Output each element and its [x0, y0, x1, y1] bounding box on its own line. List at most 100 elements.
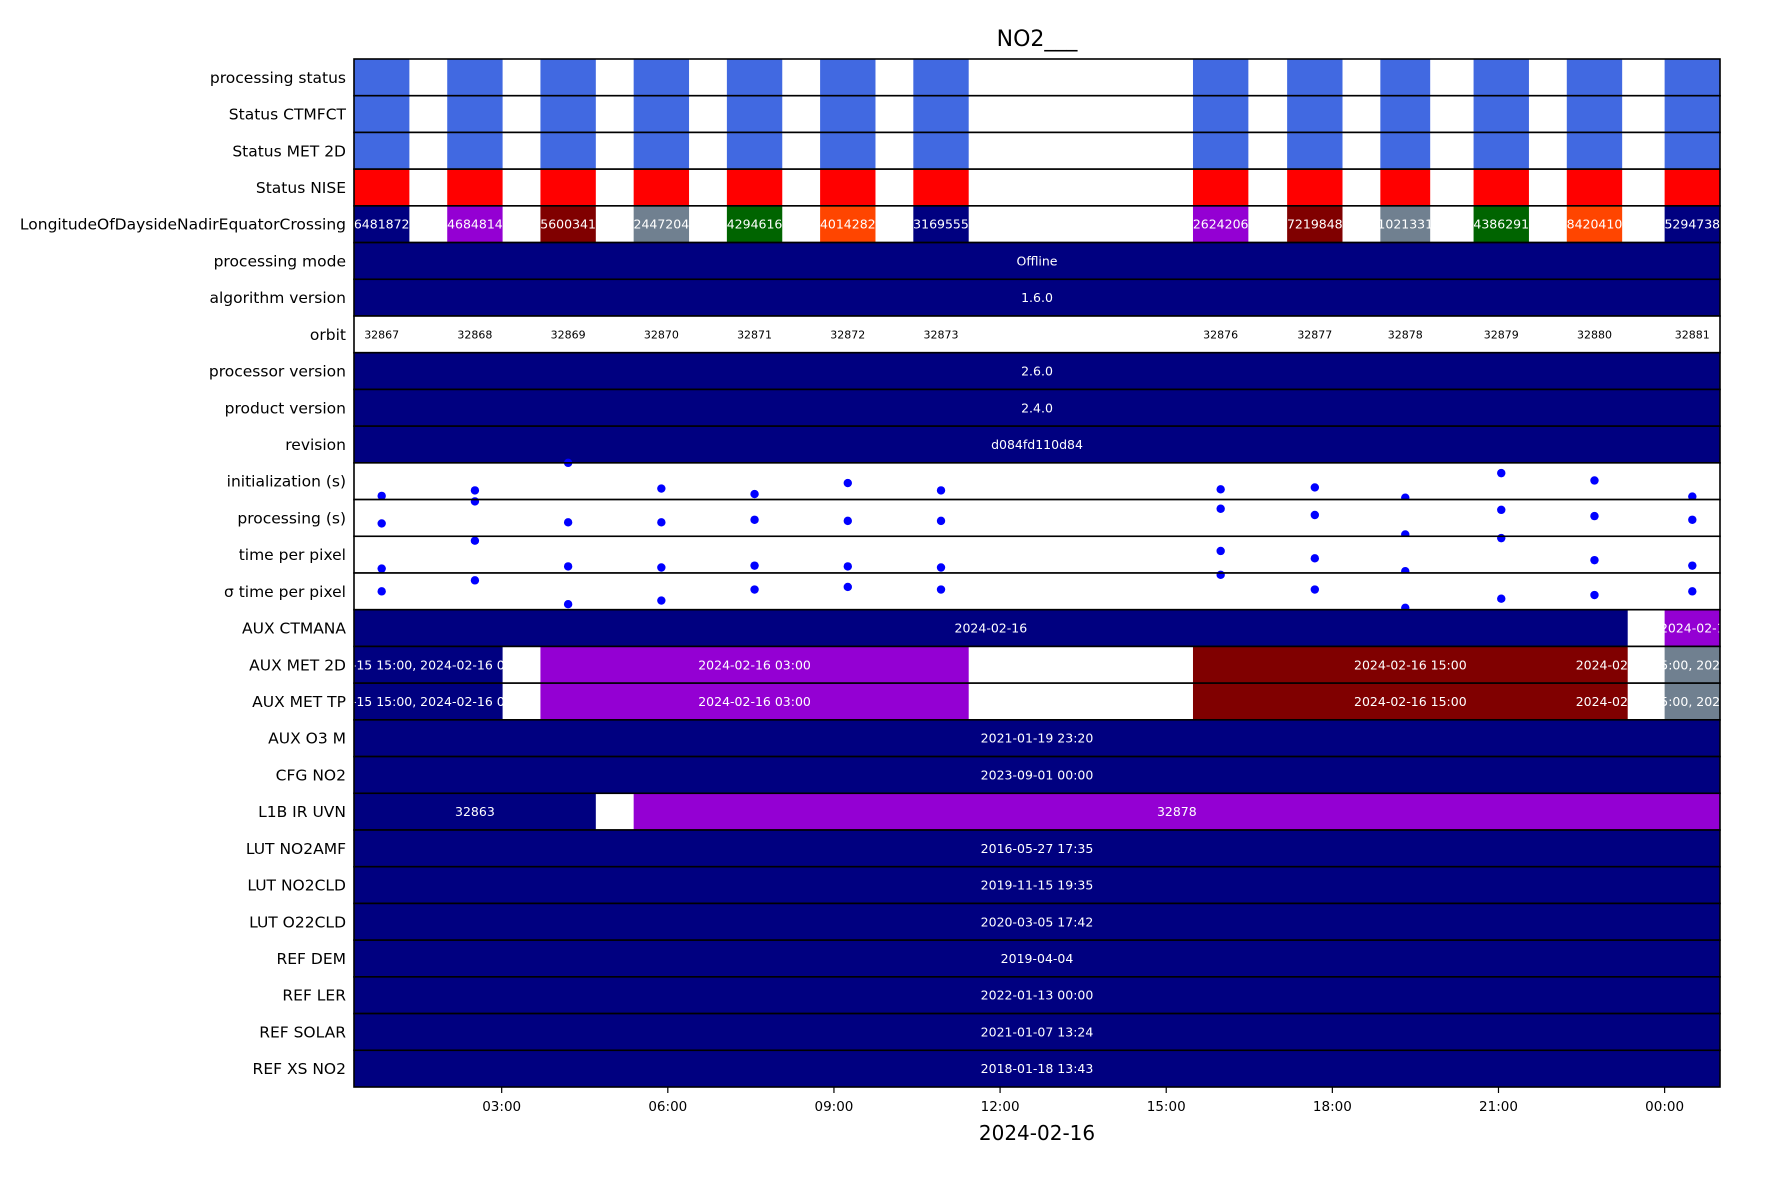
- orbit-number: 32876: [1203, 328, 1238, 341]
- row-label: REF XS NO2: [253, 1060, 346, 1078]
- scatter-point: [657, 484, 666, 493]
- orbit-number: 32873: [924, 328, 959, 341]
- row-label: orbit: [310, 326, 346, 344]
- status-cell: [820, 169, 876, 206]
- row-label: Status MET 2D: [232, 142, 346, 160]
- scatter-point: [1310, 554, 1320, 563]
- status-cell: [354, 169, 410, 206]
- row-label: LongitudeOfDaysideNadirEquatorCrossing: [20, 216, 346, 234]
- scatter-point: [563, 518, 573, 527]
- status-cell: [1473, 169, 1529, 206]
- scatter-point: [1310, 585, 1320, 594]
- scatter-point: [1688, 587, 1697, 596]
- scatter-point: [1216, 485, 1225, 494]
- longitude-value: 4014282: [820, 217, 876, 232]
- scatter-point: [1590, 555, 1599, 565]
- row-label: initialization (s): [227, 473, 346, 491]
- longitude-cell: [1566, 205, 1623, 243]
- status-cell: [1287, 169, 1343, 206]
- span-label: 2.6.0: [1021, 364, 1053, 379]
- status-cell: [726, 59, 783, 96]
- row-label: processing status: [210, 69, 346, 87]
- scatter-point: [750, 585, 759, 594]
- row-label: AUX MET TP: [252, 693, 346, 711]
- span-label: 2020-03-05 17:42: [981, 914, 1094, 929]
- status-cell: [354, 59, 410, 96]
- longitude-cell: [1287, 205, 1343, 243]
- scatter-point: [470, 536, 480, 545]
- scatter-point: [377, 519, 386, 528]
- row-label: AUX O3 M: [268, 730, 346, 748]
- row-label: AUX CTMANA: [242, 620, 346, 638]
- x-axis: 03:00 06:00 09:00 12:00 15:00 18:00 21:00 00:00: [482, 1087, 1684, 1115]
- scatter-point: [843, 582, 852, 592]
- longitude-cell: [354, 205, 410, 243]
- status-cell: [1380, 169, 1431, 206]
- row-9: 2.4.0: [354, 389, 1720, 427]
- status-cell: [633, 169, 690, 206]
- status-cell: [447, 59, 503, 96]
- status-cell: [1287, 59, 1343, 96]
- orbit-number: 32880: [1577, 328, 1612, 341]
- status-cell: [1566, 59, 1623, 96]
- status-cell: [1473, 59, 1529, 96]
- status-cell: [1192, 169, 1249, 206]
- scatter-point: [657, 596, 666, 605]
- row-label: Status CTMFCT: [229, 106, 347, 124]
- longitude-value: 4386291: [1473, 217, 1529, 232]
- row-label: L1B IR UVN: [258, 803, 346, 821]
- scatter-point: [470, 576, 480, 585]
- row-label: LUT NO2AMF: [246, 840, 346, 858]
- span-segment: [354, 793, 596, 830]
- span-label: 32878: [1157, 804, 1197, 819]
- status-cell: [447, 132, 503, 170]
- span-segment: [354, 242, 1720, 280]
- status-cell: [1473, 95, 1529, 133]
- scatter-point: [1216, 546, 1225, 556]
- row-8: 2.6.0: [354, 352, 1720, 390]
- span-segment: [1664, 609, 1720, 647]
- scatter-point: [936, 563, 946, 572]
- orbit-number: 32872: [830, 328, 865, 341]
- row-label: processor version: [209, 363, 346, 381]
- status-cell: [1380, 132, 1431, 170]
- span-label: 2024-02-1: [1660, 621, 1725, 636]
- scatter-point: [1590, 511, 1599, 521]
- span-label: 2024-02-16: [955, 621, 1028, 636]
- span-label: 32863: [455, 804, 495, 819]
- rows-layer: 6481872 4684814 5600341 2447204 4294616 40142…: [353, 58, 1725, 1088]
- row-label: σ time per pixel: [224, 583, 346, 601]
- span-label: 2023-09-01 00:00: [981, 767, 1094, 782]
- scatter-point: [936, 585, 946, 594]
- scatter-point: [563, 562, 573, 571]
- longitude-value: 2447204: [634, 217, 690, 232]
- row-24: 2019-04-04: [354, 940, 1720, 977]
- scatter-point: [1590, 476, 1599, 485]
- row-21: 2016-05-27 17:35: [354, 830, 1720, 867]
- row-23: 2020-03-05 17:42: [354, 903, 1720, 941]
- row-label: LUT NO2CLD: [247, 877, 346, 895]
- longitude-value: 7219848: [1287, 217, 1343, 232]
- scatter-point: [936, 486, 946, 495]
- row-18: 2021-01-19 23:20: [354, 719, 1720, 757]
- scatter-point: [1497, 505, 1506, 515]
- longitude-cell: [726, 205, 783, 243]
- status-cell: [1287, 95, 1343, 133]
- status-cell: [1664, 132, 1720, 170]
- span-label: Offline: [1016, 253, 1057, 268]
- orbit-number: 32878: [1388, 328, 1423, 341]
- row-label: time per pixel: [239, 546, 346, 564]
- span-segment: [1192, 646, 1628, 684]
- row-27: 2018-01-18 13:43: [354, 1050, 1720, 1087]
- row-0: [354, 59, 1720, 96]
- span-label: 1.6.0: [1021, 290, 1053, 305]
- chart-title: NO2___: [997, 27, 1079, 52]
- span-segment: [354, 646, 503, 684]
- x-tick-label: 18:00: [1313, 1099, 1352, 1115]
- row-label: Status NISE: [256, 179, 346, 197]
- span-segment: [354, 940, 1720, 977]
- span-segment: [1664, 646, 1720, 684]
- status-cell: [726, 169, 783, 206]
- status-cell: [913, 59, 969, 96]
